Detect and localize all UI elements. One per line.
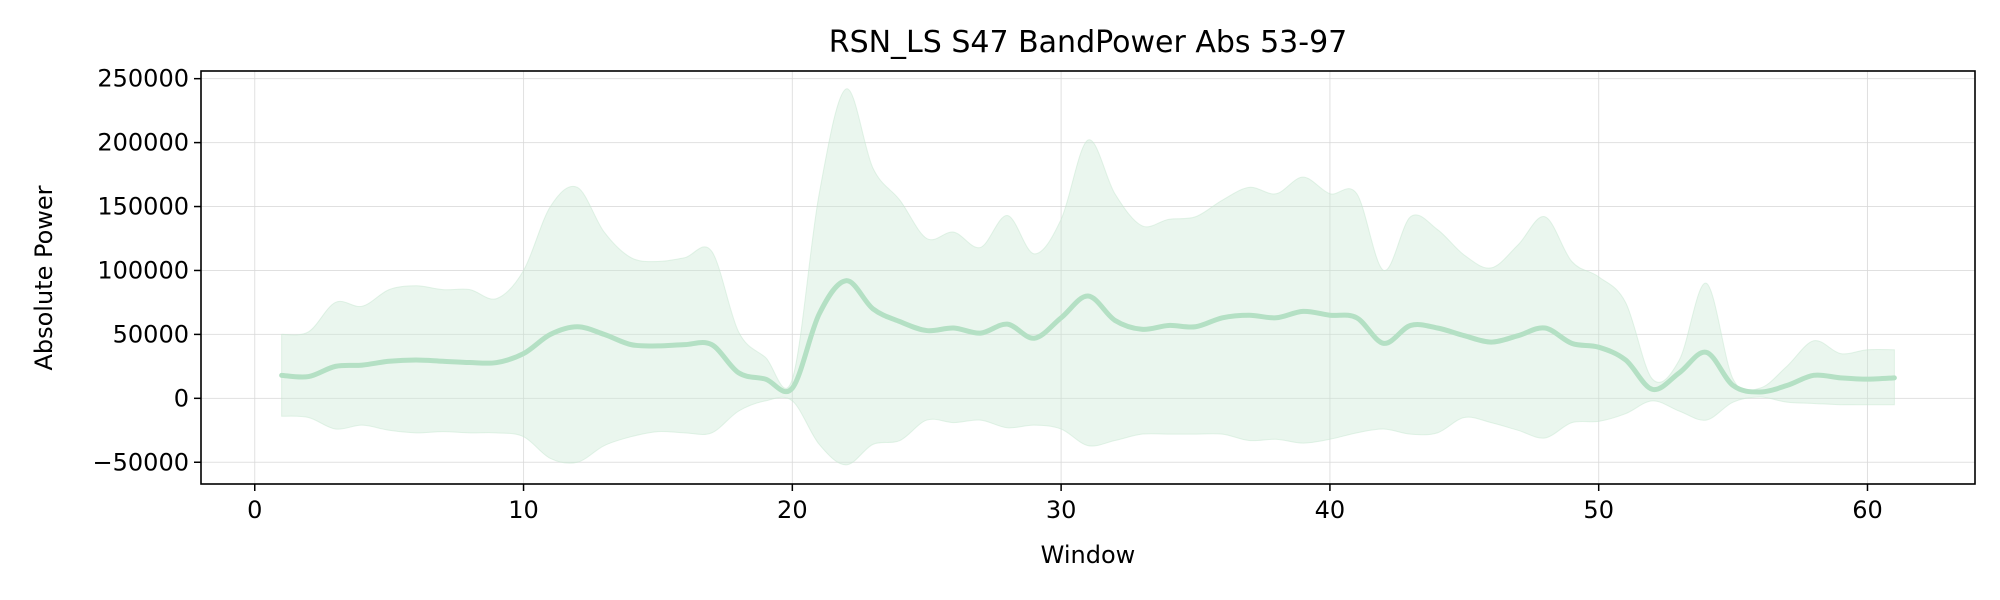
x-ticks: 0 10 20 30 40 50 60	[247, 484, 1883, 524]
chart-title: RSN_LS S47 BandPower Abs 53-97	[829, 25, 1348, 60]
y-tick-label: 50000	[113, 320, 189, 348]
x-tick-label: 50	[1583, 496, 1614, 524]
y-ticks: −50000 0 50000 100000 150000 200000 250000	[93, 65, 201, 476]
y-tick-label: 250000	[97, 65, 189, 93]
x-tick-label: 0	[247, 496, 262, 524]
y-tick-label: −50000	[93, 448, 189, 476]
y-tick-label: 150000	[97, 193, 189, 221]
y-tick-label: 100000	[97, 256, 189, 284]
x-tick-label: 20	[777, 496, 808, 524]
band-layer	[281, 88, 1895, 466]
y-tick-label: 0	[174, 384, 189, 412]
x-tick-label: 60	[1852, 496, 1883, 524]
x-tick-label: 10	[508, 496, 539, 524]
mean-power-line	[279, 278, 1897, 395]
x-axis-label: Window	[1041, 541, 1136, 569]
x-tick-label: 30	[1046, 496, 1077, 524]
confidence-band	[281, 88, 1895, 466]
x-tick-label: 40	[1315, 496, 1346, 524]
y-tick-label: 200000	[97, 129, 189, 157]
grid	[201, 71, 1975, 484]
plot-frame	[200, 70, 1976, 485]
y-axis-label: Absolute Power	[30, 185, 58, 370]
line-layer	[279, 278, 1897, 395]
